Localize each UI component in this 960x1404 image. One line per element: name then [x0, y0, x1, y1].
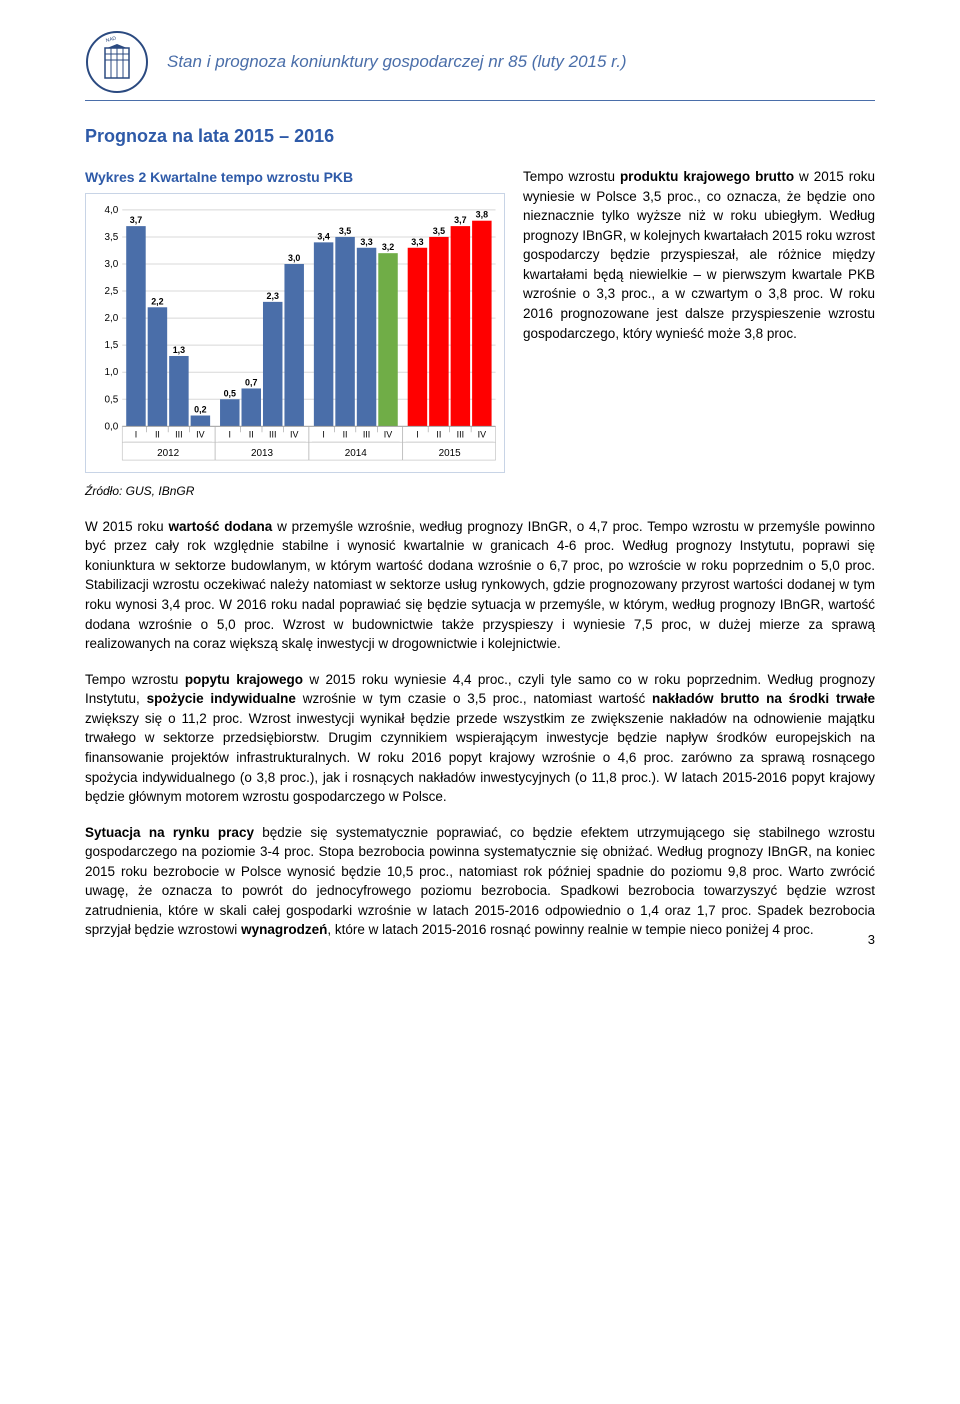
svg-text:3,8: 3,8 — [476, 210, 488, 220]
page-header: NAD Stan i prognoza koniunktury gospodar… — [85, 30, 875, 94]
body-paragraph: W 2015 roku wartość dodana w przemyśle w… — [85, 517, 875, 654]
chart-block: Wykres 2 Kwartalne tempo wzrostu PKB 0,0… — [85, 167, 505, 501]
svg-text:0,0: 0,0 — [104, 422, 118, 433]
svg-text:2,3: 2,3 — [267, 291, 279, 301]
section-title: Prognoza na lata 2015 – 2016 — [85, 123, 875, 149]
svg-text:I: I — [322, 430, 324, 440]
svg-text:3,7: 3,7 — [130, 216, 142, 226]
header-title: Stan i prognoza koniunktury gospodarczej… — [167, 50, 627, 75]
body-paragraph: Tempo wzrostu popytu krajowego w 2015 ro… — [85, 670, 875, 807]
svg-text:2015: 2015 — [439, 449, 462, 460]
svg-text:0,2: 0,2 — [194, 405, 206, 415]
svg-text:1,5: 1,5 — [104, 341, 118, 352]
header-divider — [85, 100, 875, 101]
svg-text:3,0: 3,0 — [104, 259, 118, 270]
aside-paragraph: Tempo wzrostu produktu krajowego brutto … — [523, 167, 875, 343]
svg-text:II: II — [436, 430, 441, 440]
chart-source: Źródło: GUS, IBnGR — [85, 483, 505, 500]
svg-text:3,4: 3,4 — [317, 232, 329, 242]
svg-text:III: III — [175, 430, 182, 440]
svg-text:I: I — [229, 430, 231, 440]
svg-text:3,5: 3,5 — [339, 226, 351, 236]
svg-text:4,0: 4,0 — [104, 205, 118, 216]
chart-frame: 0,00,51,01,52,02,53,03,54,03,7I2,2II1,3I… — [85, 193, 505, 473]
svg-text:0,5: 0,5 — [224, 389, 236, 399]
bar-chart: 0,00,51,01,52,02,53,03,54,03,7I2,2II1,3I… — [86, 194, 504, 472]
svg-text:1,0: 1,0 — [104, 368, 118, 379]
svg-text:3,7: 3,7 — [454, 216, 466, 226]
svg-text:0,7: 0,7 — [245, 378, 257, 388]
svg-text:II: II — [249, 430, 254, 440]
svg-text:III: III — [363, 430, 370, 440]
svg-text:2014: 2014 — [345, 449, 368, 460]
page-number: 3 — [868, 931, 875, 950]
svg-text:3,3: 3,3 — [411, 237, 423, 247]
svg-text:III: III — [457, 430, 464, 440]
svg-text:I: I — [416, 430, 418, 440]
chart-caption: Wykres 2 Kwartalne tempo wzrostu PKB — [85, 167, 505, 187]
svg-text:2,0: 2,0 — [104, 313, 118, 324]
svg-text:2,2: 2,2 — [151, 297, 163, 307]
body-paragraph: Sytuacja na rynku pracy będzie się syste… — [85, 823, 875, 940]
svg-text:3,3: 3,3 — [360, 237, 372, 247]
svg-text:3,2: 3,2 — [382, 243, 394, 253]
svg-text:3,0: 3,0 — [288, 253, 300, 263]
svg-text:I: I — [135, 430, 137, 440]
svg-text:IV: IV — [290, 430, 298, 440]
svg-text:IV: IV — [196, 430, 204, 440]
svg-text:IV: IV — [384, 430, 392, 440]
svg-text:III: III — [269, 430, 276, 440]
logo-icon: NAD — [85, 30, 149, 94]
svg-text:II: II — [343, 430, 348, 440]
svg-text:3,5: 3,5 — [104, 232, 118, 243]
body-paragraphs: W 2015 roku wartość dodana w przemyśle w… — [85, 517, 875, 940]
svg-text:2,5: 2,5 — [104, 286, 118, 297]
svg-text:IV: IV — [478, 430, 486, 440]
svg-text:3,5: 3,5 — [433, 226, 445, 236]
svg-text:2013: 2013 — [251, 449, 274, 460]
svg-text:2012: 2012 — [157, 449, 180, 460]
svg-text:1,3: 1,3 — [173, 345, 185, 355]
svg-text:II: II — [155, 430, 160, 440]
svg-text:NAD: NAD — [105, 35, 117, 44]
svg-text:0,5: 0,5 — [104, 395, 118, 406]
